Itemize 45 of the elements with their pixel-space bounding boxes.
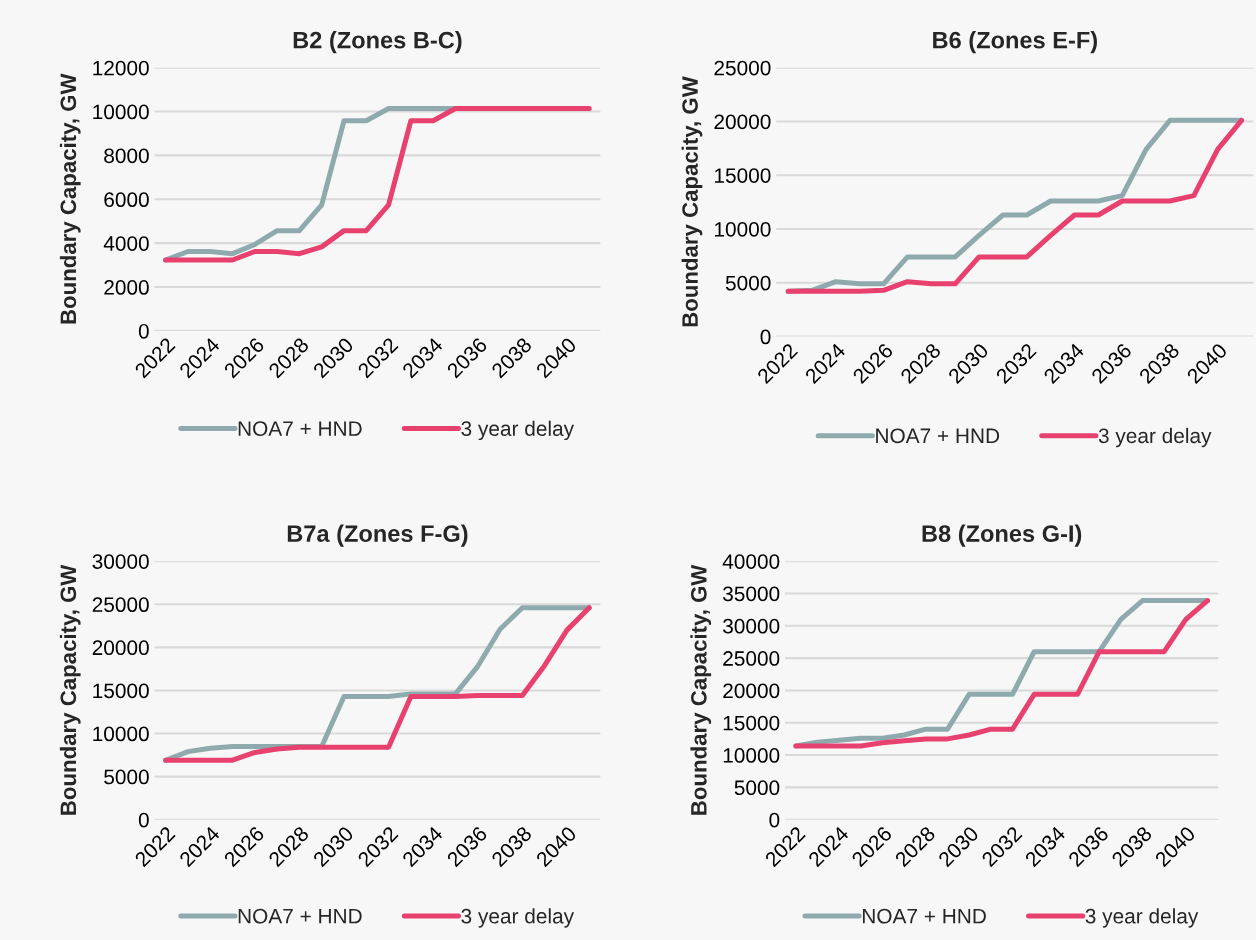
y-tick-label: 5000 bbox=[734, 780, 780, 796]
legend-label: 3 year delay bbox=[1098, 427, 1212, 448]
y-tick-label: 10000 bbox=[723, 748, 780, 763]
y-tick-label: 15000 bbox=[723, 715, 780, 731]
y-tick-label: 0 bbox=[769, 812, 780, 828]
legend-label: NOA7 + HND bbox=[876, 428, 1000, 444]
legend-label: 3 year delay bbox=[1085, 908, 1199, 928]
y-tick-label: 4000 bbox=[103, 236, 149, 251]
chart-title: B7a (Zones F-G) bbox=[287, 524, 468, 547]
y-tick-label: 30000 bbox=[723, 618, 780, 634]
y-tick-label: 10000 bbox=[715, 221, 771, 237]
y-tick-label: 20000 bbox=[723, 683, 780, 699]
y-tick-label: 10000 bbox=[93, 104, 149, 120]
y-tick-label: 15000 bbox=[93, 683, 149, 699]
y-axis-title: Boundary Capacity, GW bbox=[59, 564, 81, 815]
y-tick-label: 0 bbox=[138, 812, 149, 828]
y-tick-label: 0 bbox=[138, 323, 149, 339]
y-tick-label: 25000 bbox=[714, 60, 771, 76]
y-tick-label: 6000 bbox=[104, 192, 149, 208]
legend-label: NOA7 + HND bbox=[862, 908, 986, 924]
y-tick-label: 10000 bbox=[93, 726, 149, 742]
y-tick-label: 25000 bbox=[723, 651, 780, 666]
y-tick-label: 2000 bbox=[104, 280, 149, 295]
y-tick-label: 12000 bbox=[93, 60, 149, 76]
y-tick-label: 20000 bbox=[714, 114, 771, 130]
y-tick-label: 5000 bbox=[104, 769, 149, 785]
y-tick-label: 0 bbox=[760, 329, 771, 345]
y-tick-label: 40000 bbox=[722, 554, 780, 569]
chart-title: B6 (Zones E-F) bbox=[933, 31, 1097, 54]
y-tick-label: 35000 bbox=[723, 586, 780, 602]
legend-label: 3 year delay bbox=[461, 420, 575, 441]
chart-title: B8 (Zones G-I) bbox=[922, 524, 1082, 547]
y-axis-title: Boundary Capacity, GW bbox=[690, 564, 712, 815]
legend-label: NOA7 + HND bbox=[238, 421, 362, 436]
y-tick-label: 5000 bbox=[725, 275, 771, 291]
legend-label: 3 year delay bbox=[461, 908, 575, 928]
y-axis-title: Boundary Capacity, GW bbox=[59, 73, 81, 324]
y-tick-label: 25000 bbox=[92, 597, 149, 613]
legend-label: NOA7 + HND bbox=[238, 908, 362, 924]
y-tick-label: 20000 bbox=[92, 640, 149, 656]
chart-title: B2 (Zones B-C) bbox=[293, 31, 462, 54]
y-tick-label: 30000 bbox=[92, 554, 149, 569]
y-axis-title: Boundary Capacity, GW bbox=[681, 76, 703, 327]
y-tick-label: 8000 bbox=[104, 148, 149, 164]
y-tick-label: 15000 bbox=[715, 168, 771, 183]
